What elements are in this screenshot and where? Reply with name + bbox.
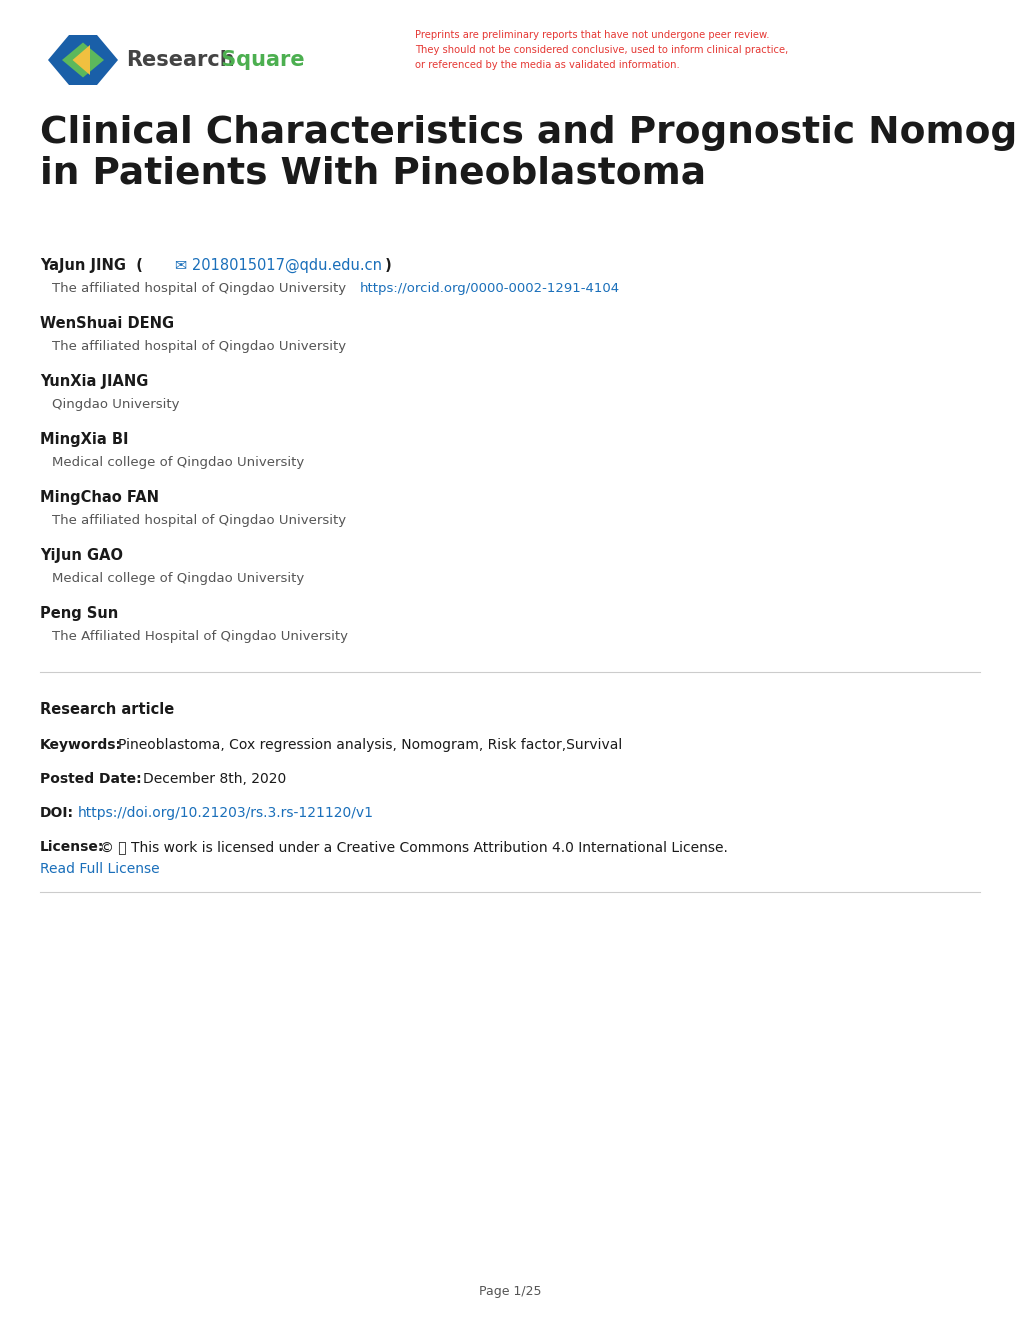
Text: Clinical Characteristics and Prognostic Nomogram
in Patients With Pineoblastoma: Clinical Characteristics and Prognostic … bbox=[40, 115, 1019, 191]
Text: The affiliated hospital of Qingdao University: The affiliated hospital of Qingdao Unive… bbox=[52, 513, 345, 527]
Text: YaJun JING  (: YaJun JING ( bbox=[40, 257, 148, 273]
Text: Research: Research bbox=[126, 50, 234, 70]
Text: https://doi.org/10.21203/rs.3.rs-121120/v1: https://doi.org/10.21203/rs.3.rs-121120/… bbox=[77, 807, 374, 820]
Polygon shape bbox=[72, 45, 90, 75]
Text: Medical college of Qingdao University: Medical college of Qingdao University bbox=[52, 572, 304, 585]
Polygon shape bbox=[48, 36, 118, 84]
Text: DOI:: DOI: bbox=[40, 807, 74, 820]
Text: WenShuai DENG: WenShuai DENG bbox=[40, 315, 174, 331]
Text: Keywords:: Keywords: bbox=[40, 738, 122, 752]
Text: MingXia BI: MingXia BI bbox=[40, 432, 128, 447]
Text: December 8th, 2020: December 8th, 2020 bbox=[143, 772, 286, 785]
Text: YunXia JIANG: YunXia JIANG bbox=[40, 374, 148, 389]
Text: Page 1/25: Page 1/25 bbox=[478, 1284, 541, 1298]
Text: License:: License: bbox=[40, 840, 104, 854]
Text: MingChao FAN: MingChao FAN bbox=[40, 490, 159, 506]
Text: https://orcid.org/0000-0002-1291-4104: https://orcid.org/0000-0002-1291-4104 bbox=[360, 282, 620, 294]
Text: © ⓘ This work is licensed under a Creative Commons Attribution 4.0 International: © ⓘ This work is licensed under a Creati… bbox=[100, 840, 728, 854]
Text: Pineoblastoma, Cox regression analysis, Nomogram, Risk factor,Survival: Pineoblastoma, Cox regression analysis, … bbox=[118, 738, 622, 752]
Text: The Affiliated Hospital of Qingdao University: The Affiliated Hospital of Qingdao Unive… bbox=[52, 630, 347, 643]
Text: Preprints are preliminary reports that have not undergone peer review.
They shou: Preprints are preliminary reports that h… bbox=[415, 30, 788, 70]
Text: Peng Sun: Peng Sun bbox=[40, 606, 118, 620]
Text: ): ) bbox=[380, 257, 391, 273]
Text: ✉ 2018015017@qdu.edu.cn: ✉ 2018015017@qdu.edu.cn bbox=[175, 257, 382, 273]
Text: The affiliated hospital of Qingdao University: The affiliated hospital of Qingdao Unive… bbox=[52, 341, 345, 352]
Text: Qingdao University: Qingdao University bbox=[52, 399, 179, 411]
Text: Medical college of Qingdao University: Medical college of Qingdao University bbox=[52, 455, 304, 469]
Text: Research article: Research article bbox=[40, 702, 174, 717]
Text: Read Full License: Read Full License bbox=[40, 862, 159, 876]
Text: YiJun GAO: YiJun GAO bbox=[40, 548, 123, 564]
Text: The affiliated hospital of Qingdao University: The affiliated hospital of Qingdao Unive… bbox=[52, 282, 345, 294]
Text: Posted Date:: Posted Date: bbox=[40, 772, 142, 785]
Polygon shape bbox=[62, 42, 104, 78]
Text: Square: Square bbox=[214, 50, 305, 70]
